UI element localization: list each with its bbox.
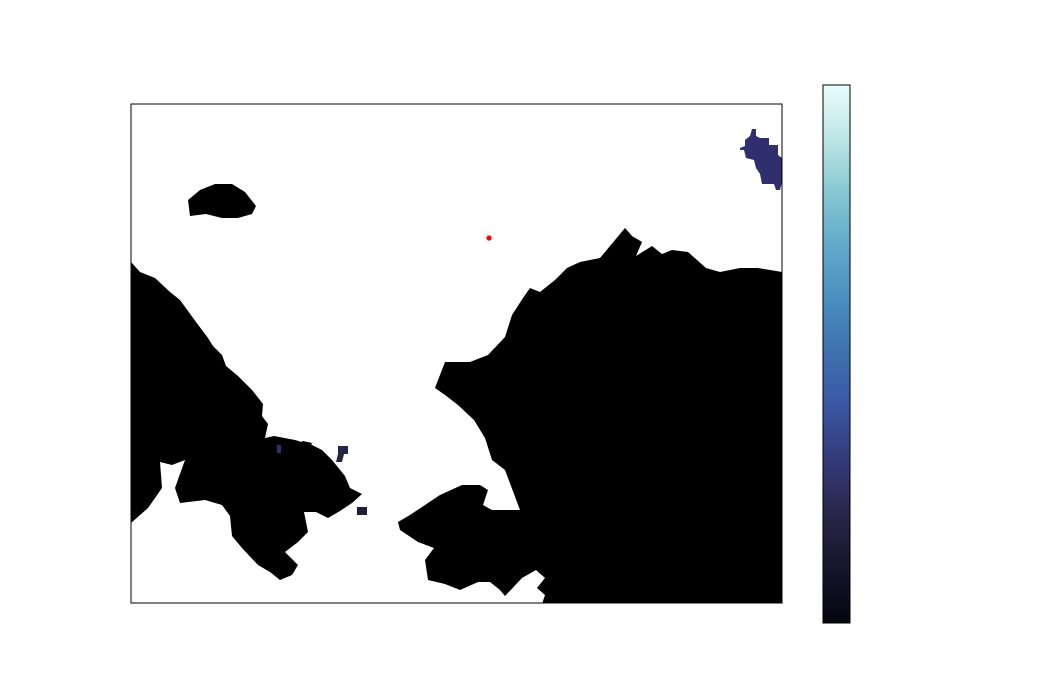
colorbar-gradient xyxy=(822,84,851,624)
map-frame xyxy=(130,103,783,604)
land-small-island xyxy=(296,441,312,450)
land-chukotka xyxy=(131,262,362,603)
sea-ice-layer xyxy=(277,129,782,515)
land-wrangel-island xyxy=(188,184,256,218)
land-alaska xyxy=(398,228,782,603)
ice-patch-small xyxy=(277,445,281,453)
ice-patch-south xyxy=(357,507,367,515)
location-marker xyxy=(486,235,492,241)
ice-patch-northeast xyxy=(740,129,782,190)
ice-patch-strait xyxy=(336,446,348,462)
